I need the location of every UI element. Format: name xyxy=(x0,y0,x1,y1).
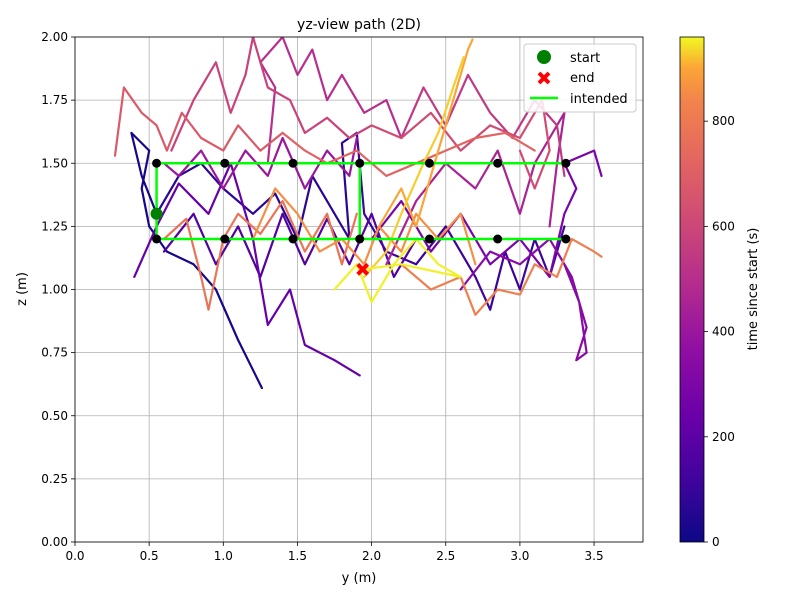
legend-end-marker xyxy=(537,71,551,85)
colorbar-tick-label: 200 xyxy=(712,430,735,444)
end-marker-stroke xyxy=(356,262,370,276)
waypoint xyxy=(152,234,162,244)
colorbar-tick-label: 600 xyxy=(712,219,735,233)
waypoint xyxy=(493,234,503,244)
waypoint xyxy=(561,158,571,168)
legend-start-marker xyxy=(537,50,551,64)
path-segment xyxy=(377,38,474,228)
path-segment xyxy=(385,111,566,266)
path-segment xyxy=(155,131,358,241)
y-tick-label: 0.00 xyxy=(41,535,68,549)
waypoints xyxy=(152,158,571,244)
path-segment xyxy=(400,73,566,177)
x-tick-label: 2.5 xyxy=(436,549,455,563)
y-axis-ticks: 0.00 0.25 0.50 0.75 1.00 1.25 1.50 1.75 2.00 xyxy=(41,30,75,549)
colorbar-gradient xyxy=(679,36,705,543)
path-segment xyxy=(281,131,536,177)
path-segment xyxy=(170,37,373,152)
path-segment xyxy=(400,237,603,316)
colorbar-tick-label: 800 xyxy=(712,114,735,128)
chart-title: yz-view path (2D) xyxy=(297,17,421,33)
waypoint xyxy=(355,158,365,168)
legend-end-label: end xyxy=(570,71,595,86)
x-tick-label: 0.0 xyxy=(65,549,84,563)
y-axis-label: z (m) xyxy=(15,272,30,306)
y-tick-label: 0.75 xyxy=(41,346,68,360)
x-tick-label: 3.5 xyxy=(585,549,604,563)
path-segment xyxy=(113,86,284,157)
waypoint xyxy=(424,234,434,244)
y-tick-label: 2.00 xyxy=(41,30,68,44)
waypoint xyxy=(152,158,162,168)
waypoint xyxy=(220,234,230,244)
path-segment xyxy=(251,187,477,266)
x-axis-label: y (m) xyxy=(342,571,377,586)
waypoint xyxy=(355,234,365,244)
waypoint xyxy=(493,158,503,168)
y-tick-label: 1.50 xyxy=(41,156,68,170)
y-tick-label: 1.75 xyxy=(41,93,68,107)
y-tick-label: 1.00 xyxy=(41,283,68,297)
y-tick-label: 0.50 xyxy=(41,409,68,423)
path-segment xyxy=(259,37,403,165)
x-axis-ticks: 0.0 0.5 1.0 1.5 2.0 2.5 3.0 3.5 xyxy=(65,542,604,563)
legend: start end intended xyxy=(523,43,637,113)
colorbar-label: time since start (s) xyxy=(746,228,761,351)
start-end-markers xyxy=(150,207,370,276)
waypoint xyxy=(424,158,434,168)
start-marker xyxy=(150,207,163,220)
x-tick-label: 1.0 xyxy=(214,549,233,563)
colorbar-tick-label: 400 xyxy=(712,325,735,339)
y-tick-label: 0.25 xyxy=(41,472,68,486)
x-tick-label: 1.5 xyxy=(288,549,307,563)
y-tick-label: 1.25 xyxy=(41,219,68,233)
x-tick-label: 0.5 xyxy=(140,549,159,563)
path-segment xyxy=(162,200,358,311)
legend-intended-label: intended xyxy=(570,92,628,107)
end-marker xyxy=(356,262,370,276)
path-segment xyxy=(130,131,263,390)
legend-start-label: start xyxy=(570,51,600,66)
colorbar-tick-label: 0 xyxy=(712,535,720,549)
waypoint xyxy=(561,234,571,244)
path-segment xyxy=(370,99,551,190)
waypoint xyxy=(220,158,230,168)
path-segment xyxy=(459,237,588,362)
x-tick-label: 2.0 xyxy=(362,549,381,563)
colorbar: 0 200 400 600 800 time since start (s) xyxy=(679,36,761,549)
colorbar-ticks: 0 200 400 600 800 xyxy=(704,114,735,549)
waypoint xyxy=(288,158,298,168)
waypoint xyxy=(288,234,298,244)
legend-box xyxy=(523,43,637,113)
x-tick-label: 3.0 xyxy=(510,549,529,563)
